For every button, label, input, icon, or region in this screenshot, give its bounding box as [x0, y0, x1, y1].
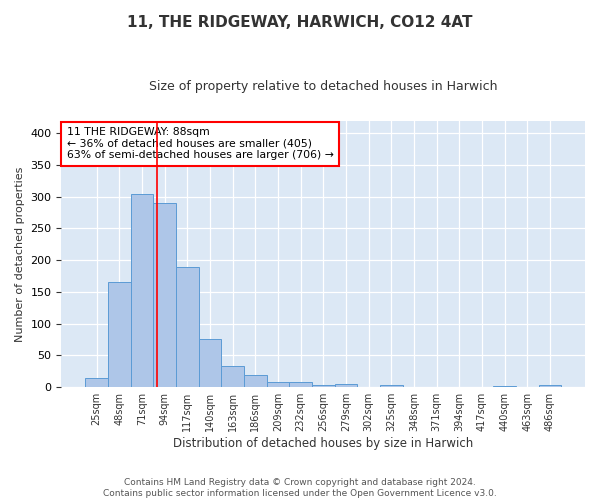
- Text: 11 THE RIDGEWAY: 88sqm
← 36% of detached houses are smaller (405)
63% of semi-de: 11 THE RIDGEWAY: 88sqm ← 36% of detached…: [67, 127, 334, 160]
- Bar: [335, 384, 357, 387]
- Bar: [380, 386, 403, 387]
- Bar: [312, 384, 335, 387]
- Title: Size of property relative to detached houses in Harwich: Size of property relative to detached ho…: [149, 80, 497, 93]
- Bar: [493, 386, 516, 387]
- Bar: [266, 382, 289, 387]
- Bar: [85, 378, 108, 387]
- Bar: [244, 375, 266, 387]
- Text: Contains HM Land Registry data © Crown copyright and database right 2024.
Contai: Contains HM Land Registry data © Crown c…: [103, 478, 497, 498]
- Bar: [199, 339, 221, 387]
- Y-axis label: Number of detached properties: Number of detached properties: [15, 166, 25, 342]
- X-axis label: Distribution of detached houses by size in Harwich: Distribution of detached houses by size …: [173, 437, 473, 450]
- Bar: [289, 382, 312, 387]
- Bar: [153, 203, 176, 387]
- Bar: [221, 366, 244, 387]
- Bar: [131, 194, 153, 387]
- Bar: [176, 266, 199, 387]
- Text: 11, THE RIDGEWAY, HARWICH, CO12 4AT: 11, THE RIDGEWAY, HARWICH, CO12 4AT: [127, 15, 473, 30]
- Bar: [108, 282, 131, 387]
- Bar: [539, 386, 561, 387]
